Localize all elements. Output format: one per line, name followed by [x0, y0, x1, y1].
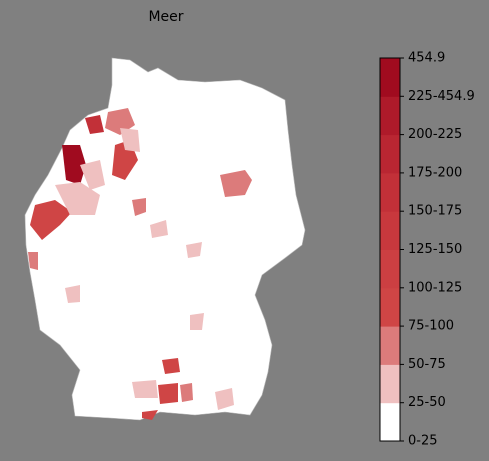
colorbar-label: 150-175: [408, 204, 462, 219]
region: [132, 198, 146, 216]
colorbar-label: 0-25: [408, 434, 438, 449]
colorbar-segment: [380, 134, 400, 174]
colorbar-label: 200-225: [408, 127, 462, 142]
region: [80, 160, 105, 190]
region: [190, 313, 204, 330]
colorbar: 0-25 25-50 50-75 75-100 100-125 125-150 150-17…: [379, 51, 475, 449]
region: [186, 242, 202, 258]
colorbar-label: 75-100: [408, 319, 454, 334]
colorbar-label: 225-454.9: [408, 89, 475, 104]
region: [65, 285, 80, 303]
region: [30, 200, 72, 240]
colorbar-segment: [380, 364, 400, 404]
region: [142, 410, 158, 420]
region: [215, 388, 234, 410]
region: [158, 383, 178, 404]
country-outline: [24, 57, 306, 421]
colorbar-segment: [380, 249, 400, 289]
region: [220, 170, 252, 197]
colorbar-label: 454.9: [408, 51, 445, 66]
region: [85, 115, 104, 134]
region: [180, 383, 193, 402]
colorbar-label: 25-50: [408, 395, 446, 410]
region: [150, 220, 168, 238]
region: [162, 358, 180, 374]
colorbar-segment: [380, 287, 400, 327]
colorbar-label: 175-200: [408, 165, 462, 180]
region: [55, 182, 100, 215]
map-title: Meer: [148, 9, 183, 25]
colorbar-label: 100-125: [408, 280, 462, 295]
colorbar-segment: [380, 58, 400, 97]
region: [132, 380, 158, 398]
colorbar-segment: [380, 172, 400, 212]
region: [105, 108, 135, 135]
colorbar-segment: [380, 402, 400, 442]
germany-map: [24, 57, 306, 421]
colorbar-label: 50-75: [408, 357, 446, 372]
colorbar-label: 125-150: [408, 242, 462, 257]
region: [28, 252, 38, 270]
region: [120, 128, 140, 152]
colorbar-segment: [380, 211, 400, 250]
colorbar-segment: [380, 326, 400, 365]
colorbar-segment: [380, 96, 400, 136]
region: [62, 145, 86, 185]
